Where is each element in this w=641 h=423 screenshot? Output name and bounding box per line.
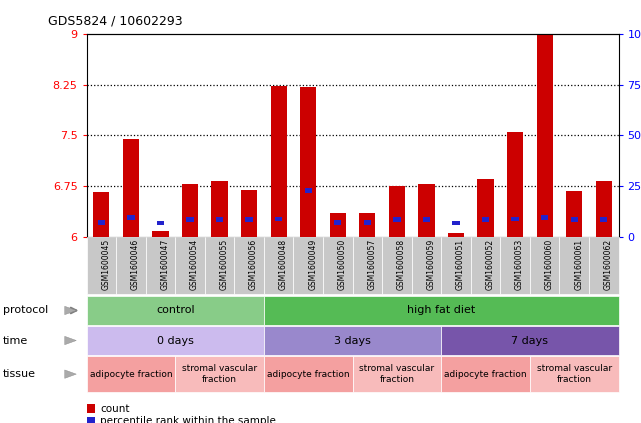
Text: 0 days: 0 days: [157, 335, 194, 346]
Text: GSM1600054: GSM1600054: [190, 239, 199, 290]
Text: time: time: [3, 335, 28, 346]
Text: stromal vascular
fraction: stromal vascular fraction: [537, 365, 612, 384]
Bar: [393, 217, 401, 222]
Bar: [241, 190, 257, 237]
Text: GSM1600047: GSM1600047: [160, 239, 169, 290]
Text: GSM1600053: GSM1600053: [515, 239, 524, 290]
Text: tissue: tissue: [3, 369, 36, 379]
Text: adipocyte fraction: adipocyte fraction: [90, 370, 172, 379]
Text: GSM1600045: GSM1600045: [101, 239, 110, 290]
Bar: [478, 179, 494, 237]
Bar: [448, 233, 464, 237]
Bar: [122, 139, 139, 237]
Text: adipocyte fraction: adipocyte fraction: [444, 370, 527, 379]
Text: GSM1600051: GSM1600051: [456, 239, 465, 290]
Text: control: control: [156, 305, 194, 316]
Text: 7 days: 7 days: [512, 335, 549, 346]
Bar: [570, 217, 578, 222]
Bar: [388, 186, 405, 237]
Text: stromal vascular
fraction: stromal vascular fraction: [360, 365, 435, 384]
Text: GSM1600056: GSM1600056: [249, 239, 258, 290]
Bar: [304, 188, 312, 193]
Text: GSM1600059: GSM1600059: [426, 239, 435, 290]
Text: GSM1600061: GSM1600061: [574, 239, 583, 290]
Text: GSM1600057: GSM1600057: [367, 239, 376, 290]
Bar: [212, 181, 228, 237]
Text: adipocyte fraction: adipocyte fraction: [267, 370, 349, 379]
Bar: [153, 231, 169, 237]
Bar: [97, 220, 105, 225]
Bar: [334, 220, 342, 225]
Bar: [453, 221, 460, 225]
Bar: [216, 217, 223, 222]
Text: GSM1600049: GSM1600049: [308, 239, 317, 290]
Text: GSM1600058: GSM1600058: [397, 239, 406, 290]
Bar: [246, 217, 253, 222]
Text: GSM1600060: GSM1600060: [545, 239, 554, 290]
Text: GSM1600046: GSM1600046: [131, 239, 140, 290]
Bar: [541, 215, 548, 220]
Text: percentile rank within the sample: percentile rank within the sample: [100, 415, 276, 423]
Text: GSM1600052: GSM1600052: [486, 239, 495, 290]
Text: GDS5824 / 10602293: GDS5824 / 10602293: [48, 15, 183, 28]
Text: GSM1600055: GSM1600055: [219, 239, 229, 290]
Bar: [482, 217, 489, 222]
Bar: [507, 132, 523, 237]
Bar: [187, 217, 194, 222]
Bar: [423, 217, 430, 222]
Bar: [271, 86, 287, 237]
Bar: [600, 217, 608, 222]
Text: count: count: [100, 404, 129, 414]
Text: stromal vascular
fraction: stromal vascular fraction: [182, 365, 257, 384]
Bar: [182, 184, 198, 237]
Bar: [157, 221, 164, 225]
Text: GSM1600062: GSM1600062: [604, 239, 613, 290]
Bar: [127, 215, 135, 220]
Text: GSM1600048: GSM1600048: [279, 239, 288, 290]
Text: GSM1600050: GSM1600050: [338, 239, 347, 290]
Bar: [566, 191, 583, 237]
Text: 3 days: 3 days: [334, 335, 371, 346]
Bar: [300, 87, 317, 237]
Text: high fat diet: high fat diet: [407, 305, 476, 316]
Text: protocol: protocol: [3, 305, 49, 316]
Bar: [93, 192, 110, 237]
Bar: [419, 184, 435, 237]
Bar: [537, 34, 553, 237]
Bar: [329, 213, 346, 237]
Bar: [363, 220, 371, 225]
Bar: [359, 213, 376, 237]
Bar: [275, 217, 282, 221]
Bar: [512, 217, 519, 221]
Bar: [595, 181, 612, 237]
